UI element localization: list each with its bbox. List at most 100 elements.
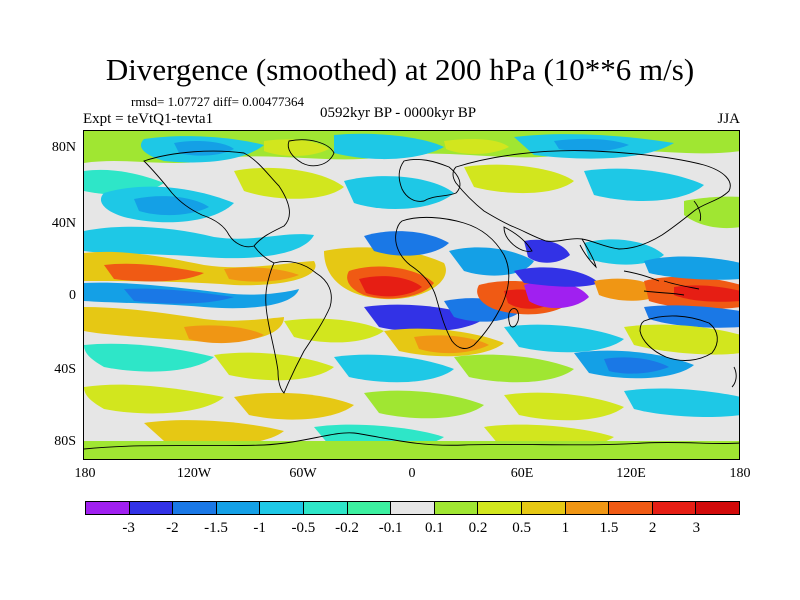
- colorbar-segment: [216, 502, 261, 514]
- lon-label: 180: [729, 466, 751, 481]
- lon-label: 60W: [289, 466, 317, 481]
- colorbar-segment: [173, 502, 217, 514]
- lat-label: 80N: [51, 140, 76, 155]
- coastline-india: [579, 238, 597, 269]
- colorbar-segment: [347, 502, 392, 514]
- field-blob: [134, 196, 209, 216]
- coastline-arabia: [503, 226, 533, 252]
- field-blob: [334, 354, 454, 383]
- coastline-madagascar: [508, 308, 520, 328]
- field-blob: [104, 263, 204, 282]
- field-blob: [414, 335, 489, 354]
- field-blob: [224, 267, 299, 282]
- colorbar-tick-label: -1.5: [204, 520, 228, 536]
- lon-label: 120E: [616, 466, 646, 481]
- field-blob: [364, 390, 484, 419]
- field-blob: [264, 139, 329, 156]
- lon-label: 120W: [176, 466, 212, 481]
- coastline-australia: [639, 315, 718, 361]
- season-text: JJA: [717, 111, 740, 127]
- colorbar-segment: [86, 502, 130, 514]
- field-blob: [524, 239, 570, 263]
- colorbar-segment: [391, 502, 435, 514]
- field-blob: [624, 324, 739, 355]
- field-blob: [84, 343, 214, 372]
- field-blob: [674, 285, 739, 302]
- field-blob: [84, 384, 224, 414]
- field-blob: [644, 256, 739, 280]
- field-blob: [504, 392, 624, 421]
- coastline-central-america: [253, 245, 275, 264]
- field-blob: [684, 196, 739, 228]
- colorbar-tick-label: 2: [648, 520, 657, 536]
- lat-label: 40S: [54, 362, 76, 377]
- colorbar-segment: [434, 502, 479, 514]
- field-blob: [454, 354, 574, 383]
- field-blob: [464, 164, 574, 194]
- field-blob: [449, 247, 534, 276]
- colorbar-segment: [303, 502, 348, 514]
- colorbar-tick-label: -2: [166, 520, 179, 536]
- lat-label: 40N: [51, 216, 76, 231]
- field-blob: [444, 139, 509, 154]
- coastlines: [84, 139, 739, 450]
- colorbar-segment: [478, 502, 522, 514]
- field-blob: [644, 305, 739, 328]
- field-blob: [124, 288, 234, 304]
- field-blob: [144, 420, 284, 446]
- field-blob: [514, 267, 599, 287]
- field-blob: [344, 176, 454, 209]
- field-blob: [624, 388, 739, 417]
- colorbar-segment: [696, 502, 739, 514]
- field-blob: [214, 352, 334, 381]
- colorbar-tick-label: 1.5: [599, 520, 619, 536]
- colorbar-segment: [609, 502, 653, 514]
- divergence-map: [84, 131, 739, 459]
- colorbar-segment: [565, 502, 610, 514]
- lat-label: 0: [69, 288, 76, 303]
- lon-label: 0: [408, 466, 416, 481]
- field-blob: [584, 168, 704, 201]
- colorbar-tick-label: -1: [253, 520, 266, 536]
- colorbar-tick-label: -3: [122, 520, 135, 536]
- coastline-indonesia: [623, 270, 700, 296]
- coastline-antarctica: [84, 432, 739, 450]
- coastline-new-zealand: [731, 366, 737, 388]
- field-blob: [84, 441, 739, 459]
- colorbar-tick-label: 0.5: [512, 520, 532, 536]
- period-text: 0592kyr BP - 0000kyr BP: [320, 105, 477, 121]
- coastline-north-america: [143, 150, 290, 248]
- field-blob: [234, 167, 344, 199]
- field-blob: [334, 133, 444, 160]
- colorbar-tick-label: -0.1: [378, 520, 403, 536]
- colorbar-segment: [652, 502, 697, 514]
- colorbar-segment: [129, 502, 174, 514]
- colorbar-segment: [521, 502, 566, 514]
- field-blob: [359, 276, 422, 297]
- field-blob: [284, 318, 384, 343]
- colorbar-segment: [260, 502, 304, 514]
- coastline-japan: [693, 200, 702, 222]
- field-blob: [524, 281, 589, 309]
- field-blob: [504, 324, 624, 353]
- field-blob: [554, 138, 629, 152]
- coastline-africa: [395, 216, 510, 349]
- field-blob: [234, 392, 354, 420]
- field-blob: [84, 226, 314, 259]
- field-blob: [184, 325, 264, 344]
- colorbar-tick-label: 0.1: [424, 520, 444, 536]
- coastline-greenland: [287, 139, 335, 167]
- coastline-europe: [398, 158, 461, 202]
- colorbar-tick-label: -0.2: [335, 520, 359, 536]
- colorbar-tick-label: 1: [561, 520, 570, 536]
- field-blob: [604, 357, 669, 374]
- colorbar-tick-label: -0.5: [291, 520, 316, 536]
- field-blob: [364, 231, 449, 256]
- stats-text: rmsd= 1.07727 diff= 0.00477364: [131, 94, 304, 109]
- map-panel: [83, 130, 740, 460]
- colorbar-tick-label: 0.2: [468, 520, 488, 536]
- lon-label: 60E: [510, 466, 534, 481]
- coastline-asia: [452, 150, 731, 250]
- lon-label: 180: [74, 466, 96, 481]
- coastline-south-america: [265, 261, 332, 394]
